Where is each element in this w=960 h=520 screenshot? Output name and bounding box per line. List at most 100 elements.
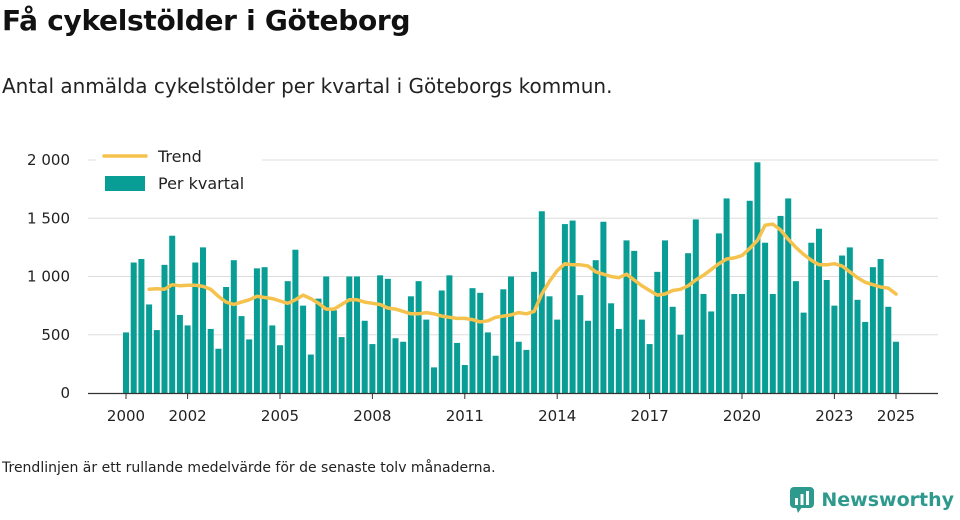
x-tick-label: 2023 bbox=[815, 407, 853, 425]
chart-title: Få cykelstölder i Göteborg bbox=[2, 4, 411, 37]
bar bbox=[269, 325, 276, 393]
brand-logo: Newsworthy bbox=[789, 486, 954, 514]
bar bbox=[839, 255, 846, 393]
bar bbox=[184, 325, 191, 393]
bar bbox=[146, 304, 153, 393]
bar bbox=[292, 249, 299, 393]
bar bbox=[461, 365, 468, 393]
newsworthy-logo-icon bbox=[790, 487, 815, 513]
bar bbox=[523, 349, 530, 393]
bar bbox=[623, 240, 630, 393]
bar bbox=[307, 354, 314, 393]
x-tick-label: 2025 bbox=[877, 407, 915, 425]
bar bbox=[816, 228, 823, 393]
legend: Trend Per kvartal bbox=[96, 142, 262, 204]
bar bbox=[153, 330, 160, 393]
bar bbox=[608, 303, 615, 393]
bar bbox=[885, 306, 892, 393]
bar bbox=[777, 215, 784, 393]
bar bbox=[669, 306, 676, 393]
bar bbox=[377, 275, 384, 393]
x-tick-label: 2017 bbox=[631, 407, 669, 425]
bar bbox=[531, 271, 538, 393]
bar bbox=[423, 319, 430, 393]
footnote: Trendlinjen är ett rullande medelvärde f… bbox=[2, 460, 496, 476]
bar bbox=[330, 310, 337, 393]
chart: 0 500 1 000 1 500 2 000 2000 2002 2005 2008 2011 2… bbox=[27, 142, 938, 425]
bar bbox=[638, 319, 645, 393]
bar bbox=[200, 247, 207, 394]
bar bbox=[207, 328, 214, 393]
bar bbox=[746, 200, 753, 393]
legend-bar-label: Per kvartal bbox=[158, 174, 244, 193]
bar bbox=[615, 328, 622, 393]
x-tick-label: 2008 bbox=[353, 407, 391, 425]
y-tick-label: 1 000 bbox=[27, 268, 70, 286]
bar bbox=[469, 288, 476, 393]
bar bbox=[554, 319, 561, 393]
bar bbox=[323, 276, 330, 393]
bar bbox=[484, 332, 491, 393]
bar bbox=[246, 339, 253, 393]
bar bbox=[361, 320, 368, 393]
bar bbox=[831, 305, 838, 394]
bar bbox=[854, 299, 861, 393]
bar bbox=[538, 211, 545, 393]
bar bbox=[546, 296, 553, 393]
bar bbox=[438, 290, 445, 393]
legend-bar-swatch bbox=[105, 176, 145, 191]
trend-series bbox=[147, 222, 898, 324]
bar bbox=[492, 355, 499, 393]
bar bbox=[739, 293, 746, 393]
x-tick-label: 2002 bbox=[169, 407, 207, 425]
bar bbox=[230, 260, 237, 393]
bar bbox=[169, 235, 176, 393]
bar bbox=[569, 220, 576, 393]
bar bbox=[654, 271, 661, 393]
bar bbox=[431, 367, 438, 393]
x-tick-label: 2020 bbox=[723, 407, 761, 425]
bar bbox=[762, 242, 769, 393]
axes: 0 500 1 000 1 500 2 000 2000 2002 2005 2008 2011 2… bbox=[27, 151, 938, 425]
bar bbox=[215, 348, 222, 393]
x-tick-label: 2011 bbox=[446, 407, 484, 425]
bar bbox=[877, 259, 884, 393]
bar bbox=[346, 276, 353, 393]
bar bbox=[700, 293, 707, 393]
bar bbox=[400, 341, 407, 393]
bar bbox=[715, 233, 722, 393]
bar bbox=[561, 224, 568, 393]
bar bbox=[238, 316, 245, 393]
bar bbox=[392, 338, 399, 393]
x-tick-label: 2014 bbox=[538, 407, 576, 425]
bar bbox=[600, 221, 607, 393]
bar bbox=[792, 281, 799, 393]
bar bbox=[631, 250, 638, 393]
bar bbox=[893, 341, 900, 393]
bar bbox=[176, 314, 183, 393]
bar bbox=[261, 267, 268, 393]
bar bbox=[407, 296, 414, 393]
bar bbox=[862, 321, 869, 393]
bar bbox=[592, 260, 599, 393]
legend-background bbox=[96, 142, 262, 204]
bar bbox=[138, 259, 145, 393]
legend-trend-label: Trend bbox=[157, 147, 202, 166]
chart-subtitle: Antal anmälda cykelstölder per kvartal i… bbox=[2, 74, 613, 98]
bar bbox=[869, 267, 876, 393]
bar bbox=[192, 262, 199, 393]
bar bbox=[446, 275, 453, 393]
bar bbox=[369, 344, 376, 393]
bar bbox=[277, 345, 284, 393]
bar bbox=[846, 247, 853, 394]
trend-line bbox=[147, 222, 898, 324]
bar bbox=[223, 286, 230, 393]
bar bbox=[731, 293, 738, 393]
bar bbox=[315, 298, 322, 393]
bar bbox=[477, 292, 484, 393]
bar bbox=[646, 344, 653, 393]
bar bbox=[808, 242, 815, 393]
bar bbox=[769, 293, 776, 393]
bar bbox=[130, 262, 137, 393]
bar bbox=[823, 280, 830, 393]
